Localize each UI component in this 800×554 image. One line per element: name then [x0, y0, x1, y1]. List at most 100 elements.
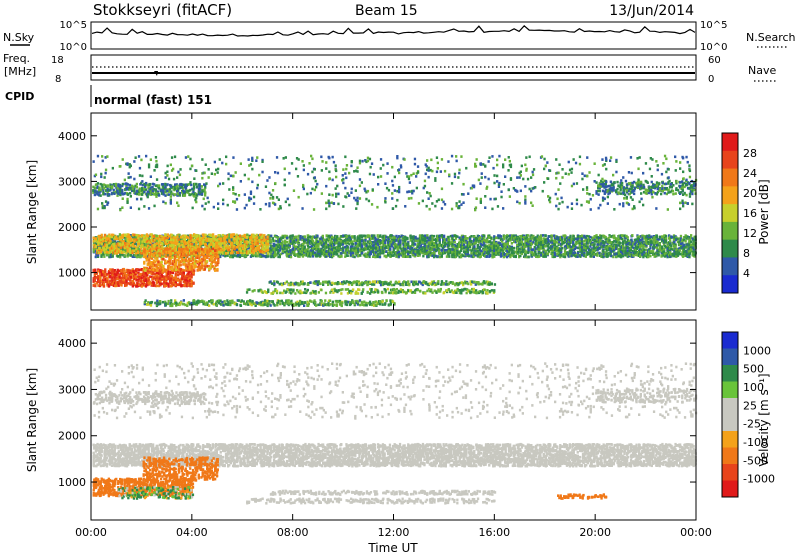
data-cell — [546, 244, 549, 248]
data-cell — [327, 252, 331, 256]
data-cell — [407, 241, 410, 244]
data-cell — [619, 245, 622, 249]
data-cell — [562, 241, 565, 244]
data-cell — [322, 238, 326, 242]
data-cell — [268, 237, 271, 240]
data-cell — [327, 254, 330, 258]
freq-tick-high: 18 — [51, 55, 64, 66]
data-cell — [454, 255, 458, 259]
data-cell — [264, 255, 268, 259]
data-cell — [346, 251, 349, 254]
data-cell — [463, 243, 466, 247]
data-cell — [337, 237, 340, 241]
data-cell — [397, 242, 400, 246]
data-cell — [345, 252, 348, 255]
data-cell — [139, 237, 142, 241]
data-cell — [581, 248, 584, 252]
data-cell — [303, 239, 306, 243]
data-cell — [267, 254, 270, 258]
data-cell — [162, 243, 165, 247]
data-cell — [354, 249, 357, 253]
data-cell — [366, 240, 370, 243]
data-cell — [281, 236, 284, 239]
data-cell — [438, 243, 441, 247]
data-cell — [426, 236, 429, 240]
data-cell — [645, 251, 649, 255]
data-cell — [334, 246, 337, 249]
data-cell — [366, 245, 370, 248]
data-cell — [572, 253, 575, 257]
data-cell — [463, 250, 466, 254]
data-cell — [330, 254, 334, 257]
data-cell — [377, 247, 380, 250]
cpid-label: CPID — [5, 90, 34, 103]
data-cell — [433, 244, 436, 248]
data-cell — [278, 243, 281, 246]
data-cell — [443, 248, 447, 252]
data-cell — [567, 255, 570, 258]
data-cell — [119, 252, 122, 256]
data-cell — [334, 235, 337, 238]
data-cell — [451, 239, 454, 243]
data-cell — [547, 249, 550, 253]
data-cell — [618, 241, 621, 244]
data-cell — [374, 236, 377, 240]
data-cell — [652, 250, 655, 254]
data-cell — [131, 255, 134, 258]
data-cell — [617, 247, 620, 251]
data-cell — [438, 241, 441, 244]
data-cell — [458, 251, 461, 254]
data-cell — [123, 254, 126, 257]
data-cell — [613, 246, 616, 250]
freq-tick-low: 8 — [55, 74, 61, 85]
data-cell — [393, 252, 397, 255]
data-cell — [419, 244, 422, 248]
data-cell — [311, 235, 315, 238]
data-cell — [340, 235, 343, 238]
data-cell — [95, 253, 98, 256]
data-cell — [311, 252, 315, 255]
data-cell — [440, 249, 443, 252]
data-cell — [276, 245, 280, 249]
data-cell — [556, 252, 559, 256]
data-cell — [520, 246, 524, 249]
data-cell — [573, 237, 577, 241]
data-cell — [613, 248, 616, 251]
data-cell — [630, 242, 633, 246]
data-cell — [389, 255, 392, 258]
data-cell — [299, 253, 302, 256]
data-cell — [610, 243, 613, 247]
data-cell — [305, 248, 308, 252]
data-cell — [301, 238, 304, 242]
data-cell — [100, 245, 103, 249]
data-cell — [598, 246, 601, 250]
data-cell — [255, 254, 258, 258]
data-cell — [449, 251, 452, 255]
data-cell — [596, 251, 600, 255]
data-cell — [622, 250, 625, 253]
data-cell — [392, 249, 395, 252]
data-cell — [551, 251, 554, 254]
data-cell — [171, 245, 174, 249]
data-cell — [321, 234, 324, 238]
data-cell — [376, 255, 379, 259]
data-cell — [389, 236, 392, 240]
data-cell — [288, 244, 291, 247]
data-cell — [468, 237, 472, 241]
data-cell — [475, 252, 478, 255]
data-cell — [407, 244, 410, 248]
data-cell — [491, 255, 494, 259]
data-cell — [527, 255, 530, 259]
data-cell — [342, 239, 345, 243]
data-cell — [325, 253, 328, 256]
data-cell — [482, 251, 485, 255]
data-cell — [622, 253, 625, 256]
data-cell — [340, 252, 343, 255]
data-cell — [299, 250, 302, 253]
data-cell — [427, 255, 430, 259]
data-cell — [454, 249, 458, 253]
data-cell — [649, 246, 652, 250]
data-cell — [544, 234, 547, 237]
data-cell — [564, 246, 567, 249]
data-cell — [426, 241, 429, 244]
